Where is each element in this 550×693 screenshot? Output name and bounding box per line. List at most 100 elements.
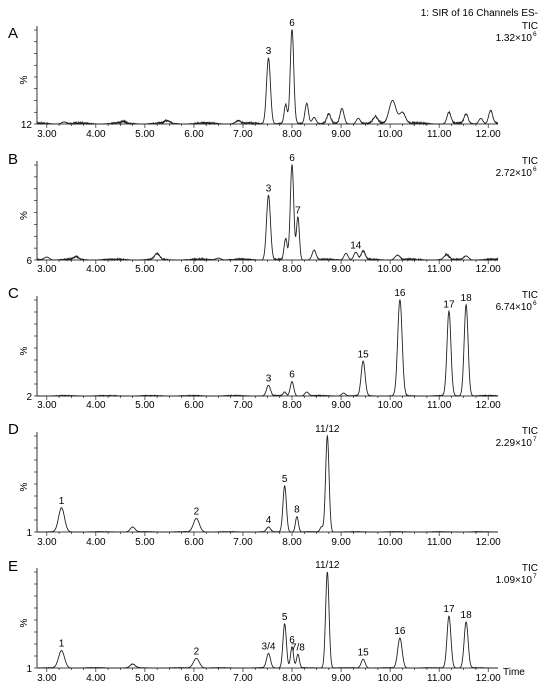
x-tick-label: 10.00 — [378, 673, 403, 684]
x-tick-label: 8.00 — [282, 264, 302, 275]
x-tick-label: 6.00 — [184, 400, 204, 411]
baseline-label: 1 — [26, 664, 32, 675]
x-tick-label: 3.00 — [37, 537, 57, 548]
peak-label: 17 — [443, 604, 455, 615]
x-tick-label: 11.00 — [427, 537, 452, 548]
intensity-mantissa: 2.72×10 — [496, 168, 533, 179]
x-tick-label: 8.00 — [282, 400, 302, 411]
x-tick-label: 8.00 — [282, 673, 302, 684]
peak-label: 15 — [358, 349, 370, 360]
x-tick-label: 5.00 — [135, 673, 155, 684]
peak-label: 6 — [289, 635, 295, 646]
peak-label: 2 — [194, 507, 200, 518]
y-axis-percent-label: % — [19, 211, 30, 220]
x-tick-label: 7.00 — [233, 400, 253, 411]
x-tick-label: 3.00 — [37, 400, 57, 411]
peak-label: 11/12 — [315, 560, 340, 571]
x-tick-label: 11.00 — [427, 264, 452, 275]
tic-trace — [36, 163, 499, 262]
intensity-label: 2.72×10 — [496, 168, 533, 179]
x-tick-label: 11.00 — [427, 400, 452, 411]
intensity-mantissa: 1.09×10 — [496, 575, 533, 586]
peak-label: 16 — [394, 626, 406, 637]
x-tick-label: 7.00 — [233, 673, 253, 684]
x-tick-label: 10.00 — [378, 264, 403, 275]
peak-label: 3 — [266, 46, 272, 57]
x-tick-label: 10.00 — [378, 129, 403, 140]
x-tick-label: 12.00 — [476, 129, 501, 140]
chromatogram-panel-c: C% 2 3.00 4.00 5.00 6.00 7.00 8.00 9.00 10.00 11.0… — [8, 285, 538, 411]
trace-label: TIC — [522, 426, 538, 437]
tic-trace — [37, 434, 499, 533]
y-axis-percent-label: % — [19, 618, 30, 627]
peak-label: 2 — [194, 646, 200, 657]
intensity-mantissa: 1.32×10 — [496, 33, 533, 44]
peak-label: 7/8 — [291, 643, 305, 654]
x-tick-label: 5.00 — [135, 400, 155, 411]
peak-label: 7 — [295, 205, 301, 216]
x-tick-label: 5.00 — [135, 537, 155, 548]
intensity-mantissa: 6.74×10 — [496, 302, 533, 313]
panel-letter: A — [8, 25, 18, 42]
peak-label: 15 — [358, 647, 370, 658]
peak-label: 6 — [289, 18, 295, 29]
baseline-label: 2 — [26, 392, 32, 403]
x-tick-label: 8.00 — [282, 129, 302, 140]
peak-label: 1 — [59, 639, 65, 650]
y-axis-percent-label: % — [19, 482, 30, 491]
x-tick-label: 4.00 — [86, 537, 106, 548]
panel-letter: C — [8, 285, 19, 302]
trace-label: TIC — [522, 156, 538, 167]
peak-label: 1 — [59, 496, 65, 507]
x-tick-label: 12.00 — [476, 537, 501, 548]
trace-label: TIC — [522, 290, 538, 301]
peak-label: 5 — [282, 612, 288, 623]
peak-label: 5 — [282, 474, 288, 485]
peak-label: 8 — [294, 505, 300, 516]
panel-letter: B — [8, 151, 18, 168]
chromatogram-panel-b: B% 6 3.00 4.00 5.00 6.00 7.00 8.00 9.00 10.00 11.0… — [8, 151, 538, 275]
intensity-exponent: 6 — [533, 31, 537, 38]
x-tick-label: 12.00 — [476, 264, 501, 275]
peak-label: 6 — [289, 153, 295, 164]
trace-label: TIC — [522, 21, 538, 32]
x-tick-label: 6.00 — [184, 537, 204, 548]
intensity-label: 6.74×10 — [496, 302, 533, 313]
chromatogram-panel-a: A% 12 3.00 4.00 5.00 6.00 7.00 8.00 9.00 10.00 11.… — [8, 18, 538, 140]
y-axis-percent-label: % — [19, 346, 30, 355]
tic-trace — [36, 298, 499, 398]
x-tick-label: 12.00 — [476, 400, 501, 411]
intensity-label: 2.29×10 — [496, 438, 533, 449]
panel-letter: E — [8, 558, 18, 575]
x-tick-label: 12.00 — [476, 673, 501, 684]
time-axis-unit: Time — [503, 667, 525, 678]
peak-label: 18 — [461, 610, 473, 621]
intensity-exponent: 7 — [533, 573, 537, 580]
x-tick-label: 9.00 — [331, 129, 351, 140]
intensity-exponent: 7 — [533, 436, 537, 443]
x-tick-label: 5.00 — [135, 264, 155, 275]
x-tick-label: 3.00 — [37, 264, 57, 275]
x-tick-label: 7.00 — [233, 129, 253, 140]
baseline-label: 1 — [26, 528, 32, 539]
x-tick-label: 7.00 — [233, 537, 253, 548]
x-tick-label: 10.00 — [378, 400, 403, 411]
trace-label: TIC — [522, 563, 538, 574]
baseline-label: 12 — [21, 120, 33, 131]
chromatogram-panel-d: D% 1 3.00 4.00 5.00 6.00 7.00 8.00 9.00 10.00 11.0… — [8, 421, 538, 548]
tic-trace — [36, 571, 499, 669]
panel-letter: D — [8, 421, 19, 438]
x-tick-label: 6.00 — [184, 129, 204, 140]
x-tick-label: 9.00 — [331, 264, 351, 275]
peak-label: 17 — [443, 300, 455, 311]
peak-label: 16 — [394, 288, 406, 299]
peak-label: 3 — [266, 373, 272, 384]
peak-label: 11/12 — [315, 424, 340, 435]
chromatogram-panels: A%123.00 4.00 5.00 6.00 7.00 8.00 9.00 10.00 11.… — [8, 18, 538, 684]
y-axis-percent-label: % — [19, 75, 30, 84]
x-tick-label: 10.00 — [378, 537, 403, 548]
x-tick-label: 8.00 — [282, 537, 302, 548]
peak-label: 4 — [266, 515, 272, 526]
x-tick-label: 11.00 — [427, 129, 452, 140]
